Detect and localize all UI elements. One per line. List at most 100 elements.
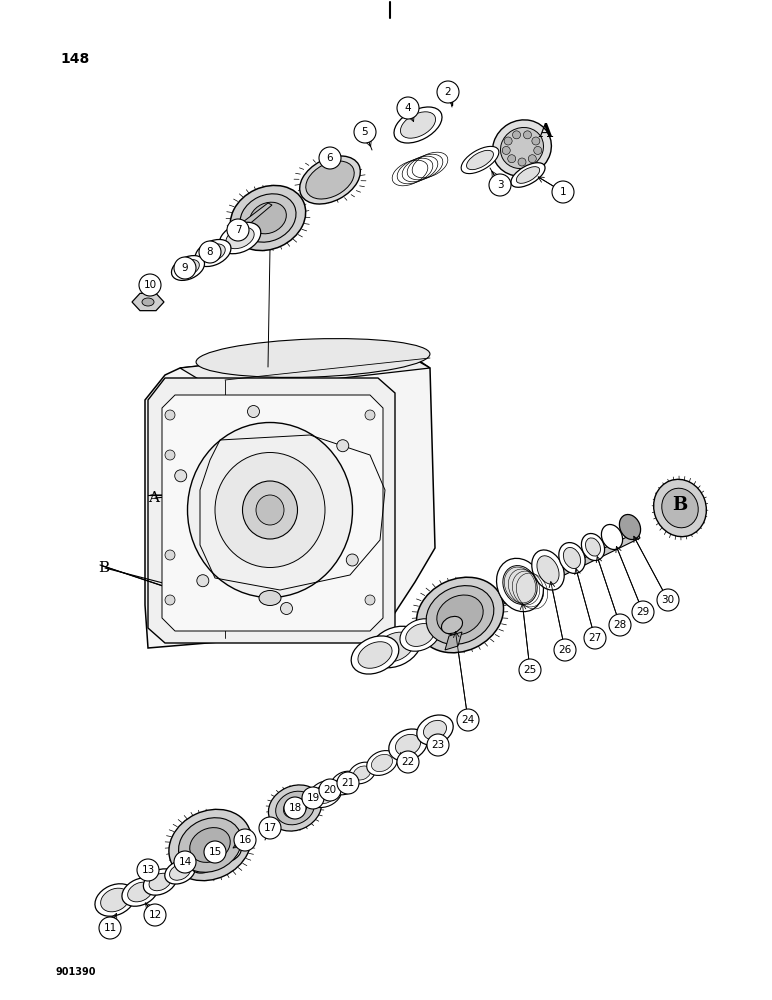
Circle shape <box>174 470 187 482</box>
Text: B: B <box>672 496 688 514</box>
Text: 2: 2 <box>445 87 452 97</box>
Ellipse shape <box>144 869 177 895</box>
Circle shape <box>397 751 419 773</box>
Ellipse shape <box>395 734 421 756</box>
Polygon shape <box>148 378 395 643</box>
Text: 10: 10 <box>144 280 157 290</box>
Ellipse shape <box>169 809 251 881</box>
Text: 9: 9 <box>181 263 188 273</box>
Circle shape <box>174 851 196 873</box>
Ellipse shape <box>500 127 543 169</box>
Ellipse shape <box>354 766 371 780</box>
Ellipse shape <box>400 619 440 651</box>
Circle shape <box>174 257 196 279</box>
Circle shape <box>523 131 531 139</box>
Circle shape <box>234 829 256 851</box>
Ellipse shape <box>300 156 361 204</box>
Text: 901390: 901390 <box>55 967 96 977</box>
Text: 6: 6 <box>327 153 334 163</box>
Ellipse shape <box>371 754 392 772</box>
Ellipse shape <box>164 860 195 884</box>
Circle shape <box>513 131 520 139</box>
Ellipse shape <box>283 798 306 818</box>
Ellipse shape <box>249 202 286 234</box>
Text: 17: 17 <box>263 823 276 833</box>
Ellipse shape <box>215 452 325 568</box>
Ellipse shape <box>601 524 622 550</box>
Ellipse shape <box>242 481 297 539</box>
Ellipse shape <box>219 222 261 254</box>
Ellipse shape <box>188 422 353 597</box>
Ellipse shape <box>442 616 462 634</box>
Text: 26: 26 <box>558 645 571 655</box>
Circle shape <box>365 595 375 605</box>
Polygon shape <box>235 203 272 232</box>
Ellipse shape <box>313 784 337 804</box>
Ellipse shape <box>215 842 242 862</box>
Text: A: A <box>148 491 159 505</box>
Circle shape <box>227 219 249 241</box>
Circle shape <box>609 614 631 636</box>
Text: 3: 3 <box>496 180 503 190</box>
Ellipse shape <box>230 185 306 251</box>
Circle shape <box>552 181 574 203</box>
Circle shape <box>533 146 542 154</box>
Ellipse shape <box>662 488 698 528</box>
Ellipse shape <box>256 495 284 525</box>
Circle shape <box>365 410 375 420</box>
Ellipse shape <box>581 533 604 561</box>
Circle shape <box>337 440 349 452</box>
Ellipse shape <box>178 818 242 872</box>
Circle shape <box>248 406 259 418</box>
Text: 14: 14 <box>178 857 191 867</box>
Text: 28: 28 <box>614 620 627 630</box>
Text: 29: 29 <box>636 607 649 617</box>
Ellipse shape <box>259 590 281 605</box>
Ellipse shape <box>503 566 537 604</box>
Circle shape <box>165 410 175 420</box>
Text: 25: 25 <box>523 665 537 675</box>
Text: 148: 148 <box>60 52 90 66</box>
Circle shape <box>347 554 358 566</box>
Circle shape <box>319 779 341 801</box>
Circle shape <box>204 841 226 863</box>
Polygon shape <box>132 293 164 311</box>
Circle shape <box>632 601 654 623</box>
Circle shape <box>197 575 208 587</box>
Circle shape <box>528 155 537 163</box>
Circle shape <box>657 589 679 611</box>
Text: 8: 8 <box>207 247 213 257</box>
Ellipse shape <box>466 150 493 170</box>
Ellipse shape <box>437 595 483 635</box>
Polygon shape <box>180 345 430 392</box>
Ellipse shape <box>127 882 152 902</box>
Circle shape <box>139 274 161 296</box>
Text: 4: 4 <box>405 103 411 113</box>
Text: 30: 30 <box>662 595 675 605</box>
Ellipse shape <box>171 256 205 280</box>
Polygon shape <box>502 532 640 604</box>
Circle shape <box>199 241 221 263</box>
Circle shape <box>508 155 516 163</box>
Ellipse shape <box>190 828 230 862</box>
Ellipse shape <box>149 873 171 891</box>
Ellipse shape <box>195 855 215 869</box>
Circle shape <box>489 174 511 196</box>
Text: 16: 16 <box>239 835 252 845</box>
Ellipse shape <box>424 720 446 740</box>
Ellipse shape <box>376 632 414 662</box>
Circle shape <box>437 81 459 103</box>
Ellipse shape <box>389 729 427 761</box>
Circle shape <box>554 639 576 661</box>
Ellipse shape <box>654 479 706 537</box>
Circle shape <box>337 772 359 794</box>
Ellipse shape <box>367 751 398 775</box>
Ellipse shape <box>619 514 641 540</box>
Ellipse shape <box>201 244 225 262</box>
Circle shape <box>280 602 293 614</box>
Ellipse shape <box>170 864 191 880</box>
Text: 23: 23 <box>432 740 445 750</box>
Ellipse shape <box>330 771 360 795</box>
Ellipse shape <box>195 239 231 267</box>
Text: 15: 15 <box>208 847 222 857</box>
